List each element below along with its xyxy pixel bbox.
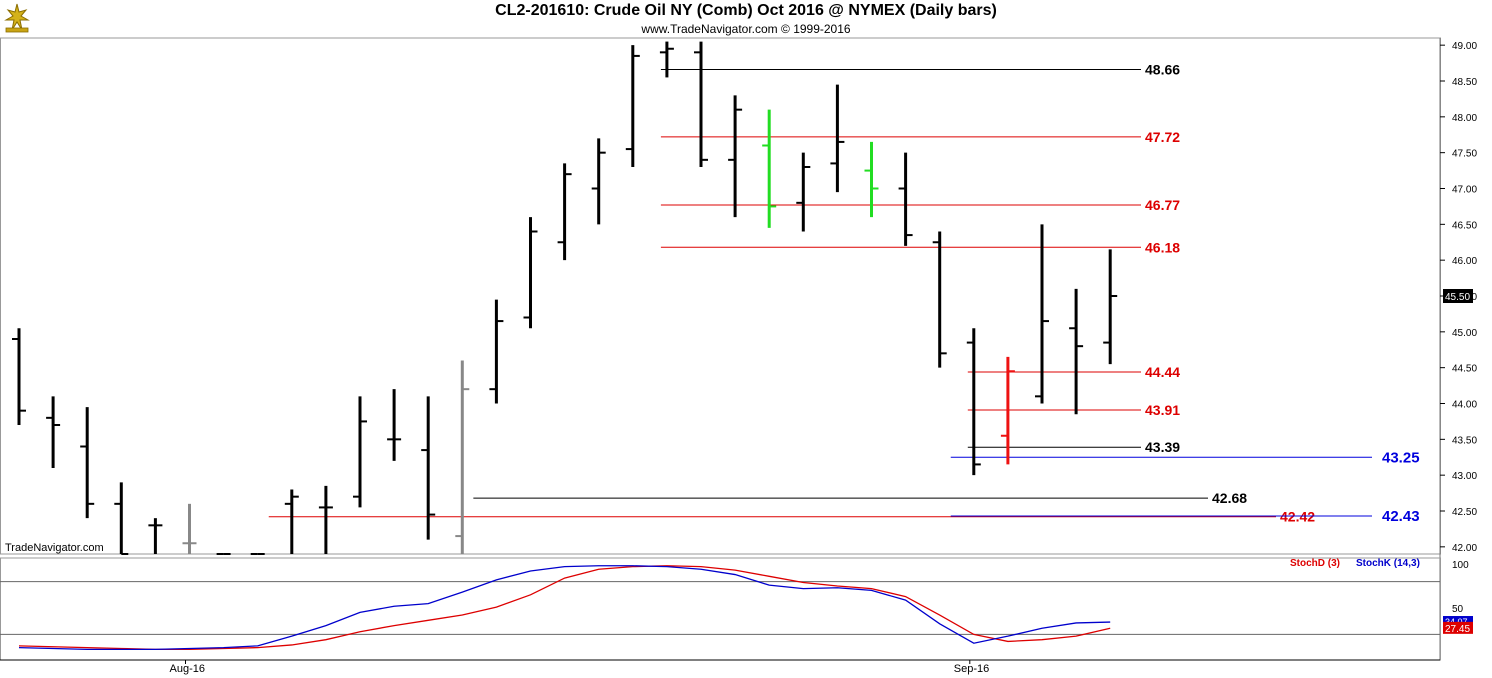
price-tick-label: 43.50 xyxy=(1452,435,1477,446)
level-label: 46.77 xyxy=(1145,197,1180,213)
last-price-label: 45.50 xyxy=(1445,292,1470,303)
trade-navigator-logo-icon xyxy=(2,2,32,34)
stochastic-panel-border xyxy=(0,557,1441,661)
stochastic-tick-label: 100 xyxy=(1452,560,1469,571)
level-label: 42.42 xyxy=(1280,509,1315,525)
price-tick-label: 46.50 xyxy=(1452,220,1477,231)
price-tick-label: 45.00 xyxy=(1452,328,1477,339)
stochd-last-box xyxy=(1443,621,1473,634)
stochastic-series-line xyxy=(18,565,1111,651)
level-label: 42.43 xyxy=(1382,508,1420,525)
price-axis: 49.00 48.50 48.00 47.50 47.00 46.50 46.00 45.50… xyxy=(1440,41,1477,554)
stochastic-tick-label: 50 xyxy=(1452,604,1464,615)
date-axis: Aug-16 Sep-16 xyxy=(0,659,1440,675)
legend-stochd: StochD (3) xyxy=(1290,558,1340,569)
price-tick-label: 42.50 xyxy=(1452,507,1477,518)
price-tick-label: 48.50 xyxy=(1452,77,1477,88)
level-label: 48.66 xyxy=(1145,62,1180,78)
stochk-last-box xyxy=(1443,616,1473,628)
stochastic-series-line xyxy=(18,565,1111,651)
date-tick-label: Sep-16 xyxy=(954,663,989,675)
stochastic-lines: 34.0727.45 xyxy=(18,565,1473,651)
ohlc-bars xyxy=(12,41,1118,555)
level-label: 43.91 xyxy=(1145,402,1180,418)
stochd-last-label: 27.45 xyxy=(1445,624,1470,635)
watermark-label: TradeNavigator.com xyxy=(5,542,104,554)
price-tick-label: 42.00 xyxy=(1452,543,1477,554)
level-label: 42.68 xyxy=(1212,490,1247,506)
level-label: 47.72 xyxy=(1145,129,1180,145)
chart-subtitle: www.TradeNavigator.com © 1999-2016 xyxy=(641,22,851,36)
chart-title: CL2-201610: Crude Oil NY (Comb) Oct 2016… xyxy=(495,2,997,19)
price-tick-label: 47.00 xyxy=(1452,185,1477,196)
stochastic-panel: 100 50 StochD (3) StochK (14,3) xyxy=(0,557,1469,661)
level-label: 43.25 xyxy=(1382,449,1420,466)
price-tick-label: 48.00 xyxy=(1452,113,1477,124)
legend-stochk: StochK (14,3) xyxy=(1356,558,1420,569)
price-tick-label: 44.00 xyxy=(1452,400,1477,411)
last-price-box xyxy=(1443,289,1473,303)
price-tick-label: 46.00 xyxy=(1452,256,1477,267)
price-panel xyxy=(0,37,1441,660)
price-levels: 48.66 47.72 46.77 46.18 44.44 43.91 43.39 43.25… xyxy=(268,62,1420,525)
price-tick-label: 49.00 xyxy=(1452,41,1477,52)
price-panel-border xyxy=(0,37,1441,555)
price-tick-label: 47.50 xyxy=(1452,149,1477,160)
level-label: 43.39 xyxy=(1145,439,1180,455)
level-label: 44.44 xyxy=(1145,364,1180,380)
date-tick-label: Aug-16 xyxy=(170,663,205,675)
level-label: 46.18 xyxy=(1145,239,1180,255)
price-tick-label: 44.50 xyxy=(1452,364,1477,375)
price-tick-label: 43.00 xyxy=(1452,471,1477,482)
